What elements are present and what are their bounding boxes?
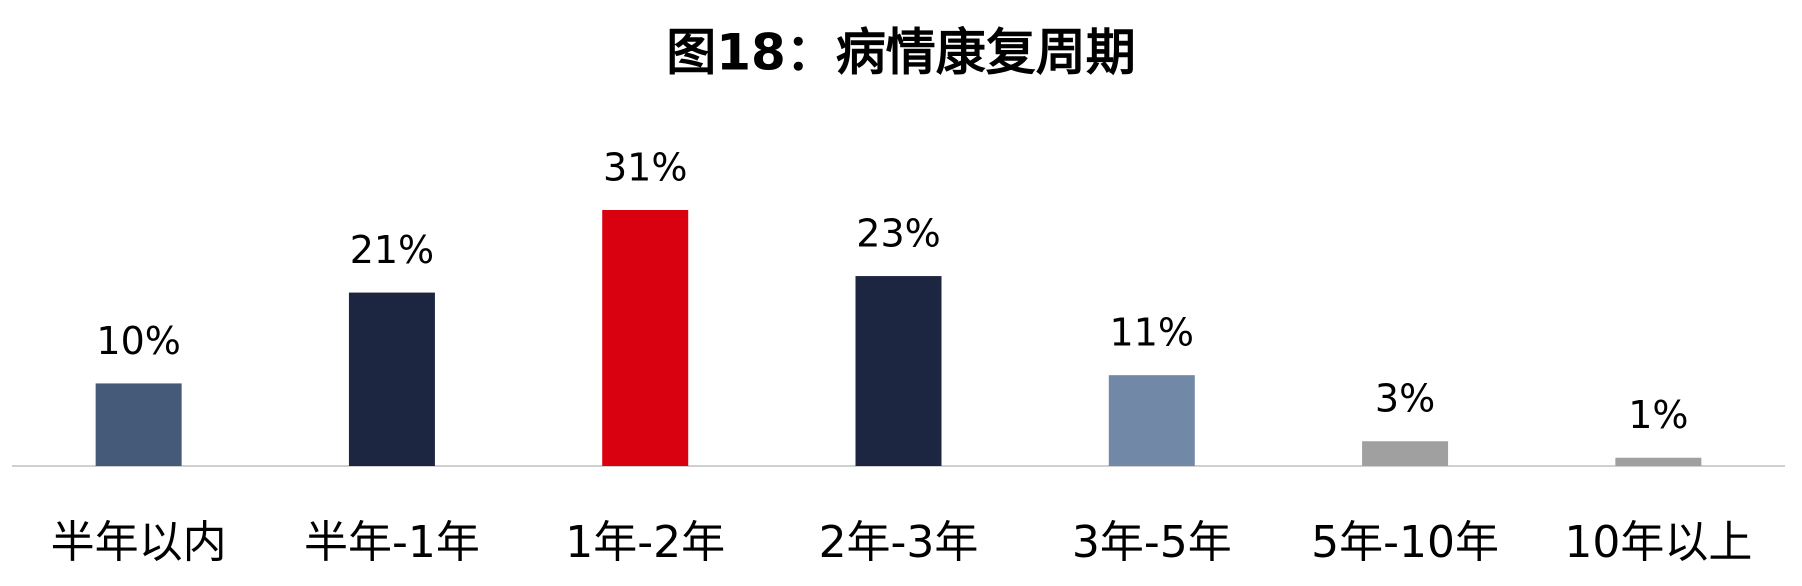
x-tick-label: 半年以内 [51, 517, 227, 568]
bar [95, 383, 182, 466]
value-label: 21% [350, 228, 434, 272]
bar [1615, 457, 1702, 466]
value-label: 3% [1375, 377, 1435, 421]
bar [1108, 375, 1195, 466]
chart-title: 图18：病情康复周期 [666, 24, 1136, 82]
x-tick-label: 半年-1年 [304, 517, 480, 568]
value-label: 10% [96, 319, 180, 363]
x-tick-label: 2年-3年 [819, 517, 979, 568]
value-label: 1% [1628, 393, 1688, 437]
bar [348, 292, 435, 466]
value-label: 11% [1110, 311, 1194, 355]
bar [602, 210, 689, 466]
bar [855, 276, 942, 466]
x-tick-label: 3年-5年 [1072, 517, 1232, 568]
x-tick-label: 10年以上 [1564, 517, 1752, 568]
x-tick-label: 1年-2年 [565, 517, 725, 568]
bar [1362, 441, 1449, 466]
x-tick-label: 5年-10年 [1311, 517, 1499, 568]
value-label: 23% [856, 212, 940, 256]
value-label: 31% [603, 146, 687, 190]
